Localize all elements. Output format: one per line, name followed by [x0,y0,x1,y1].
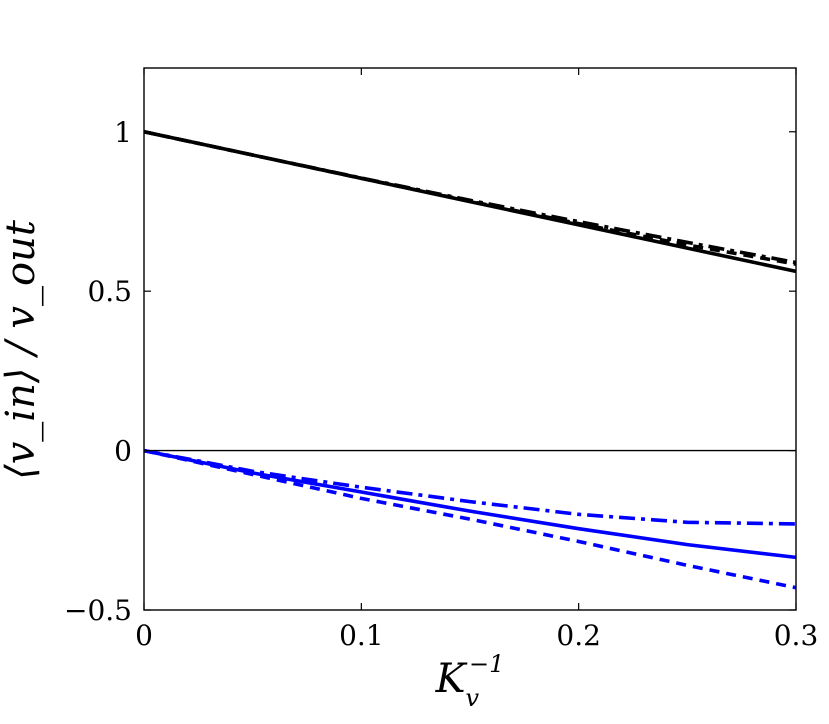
x-axis: 0 0.1 0.2 0.3 [135,68,818,652]
series-line-4 [143,448,797,560]
y-axis: −0.5 0 0.5 1 [64,116,796,627]
y-axis-label: ⟨v_in⟩ / v_out [0,219,44,480]
x-tick-label: 0.1 [339,619,384,652]
series-line-5 [143,448,797,590]
x-tick-label: 0.3 [774,619,819,652]
x-axis-label: Kv−1 [435,650,505,712]
series-line-6 [143,448,797,526]
series-line-3 [143,130,797,265]
y-tick-label: 0 [114,435,132,468]
series-layer [143,130,797,590]
y-tick-label: −0.5 [64,594,132,627]
x-tick-label: 0 [135,619,153,652]
y-tick-label: 0.5 [87,275,132,308]
y-tick-label: 1 [114,116,132,149]
plot-frame [143,67,797,611]
x-tick-label: 0.2 [556,619,601,652]
